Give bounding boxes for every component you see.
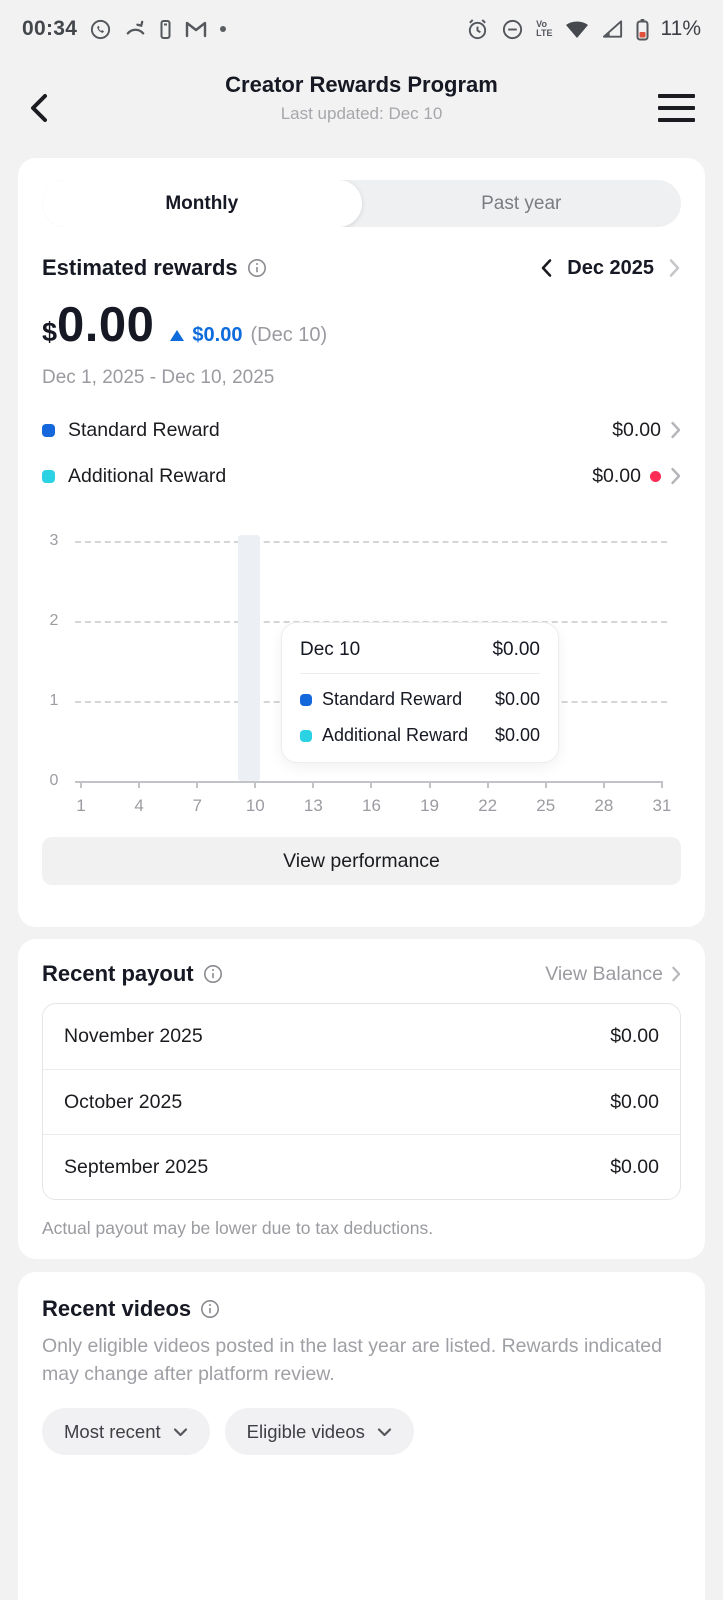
device-battery-icon <box>159 18 172 40</box>
recent-payout-card: Recent payout View Balance November 2025… <box>18 939 705 1259</box>
view-performance-button[interactable]: View performance <box>42 837 681 885</box>
info-icon[interactable] <box>247 258 267 278</box>
estimated-amount: 0.00 <box>57 298 155 352</box>
whatsapp-icon <box>89 18 112 41</box>
delta-amount: $0.00 <box>192 324 243 346</box>
notification-dot <box>220 26 227 32</box>
chevron-right-icon <box>671 467 681 485</box>
section-title-recent-payout: Recent payout <box>42 961 194 986</box>
sort-dropdown[interactable]: Most recent <box>42 1408 210 1455</box>
x-tick: 7 <box>192 796 202 815</box>
clock-time: 00:34 <box>22 17 78 40</box>
x-tick: 28 <box>594 796 614 815</box>
x-tick: 1 <box>76 796 86 815</box>
payout-row[interactable]: November 2025 $0.00 <box>43 1004 680 1069</box>
period-tabs: Monthly Past year <box>42 180 681 227</box>
page-header: Creator Rewards Program Last updated: De… <box>0 58 723 158</box>
status-bar: 00:34 <box>0 0 723 58</box>
reward-breakdown: Standard Reward $0.00 Additional Reward … <box>42 407 681 499</box>
month-selector: Dec 2025 <box>540 257 681 280</box>
wifi-icon <box>565 19 589 39</box>
standard-reward-swatch <box>42 423 55 437</box>
currency-symbol: $ <box>42 317 58 347</box>
alarm-icon <box>466 18 489 41</box>
prev-month-icon[interactable] <box>540 258 553 278</box>
next-month-icon[interactable] <box>668 258 681 278</box>
chevron-right-icon <box>671 421 681 439</box>
x-tick: 13 <box>303 796 323 815</box>
chevron-down-icon <box>377 1427 392 1436</box>
x-tick: 16 <box>362 796 381 815</box>
x-tick: 22 <box>478 796 498 815</box>
selected-day-highlight <box>238 535 260 781</box>
gmail-icon <box>184 19 208 39</box>
last-updated-label: Last updated: Dec 10 <box>280 104 443 123</box>
page-title: Creator Rewards Program <box>225 72 498 97</box>
missed-call-icon <box>124 18 147 41</box>
standard-reward-row[interactable]: Standard Reward $0.00 <box>42 407 681 453</box>
tooltip-total: $0.00 <box>492 639 540 660</box>
y-tick: 3 <box>49 532 59 549</box>
battery-percent: 11% <box>660 17 701 40</box>
payout-table: November 2025 $0.00 October 2025 $0.00 S… <box>42 1003 681 1200</box>
section-title-estimated-rewards: Estimated rewards <box>42 255 238 280</box>
battery-icon <box>636 18 649 41</box>
x-tick: 25 <box>536 796 556 815</box>
notification-badge <box>650 470 661 482</box>
info-icon[interactable] <box>200 1299 220 1319</box>
chart-tooltip: Dec 10 $0.00 Standard Reward $0.00 Addit… <box>281 622 559 763</box>
chevron-down-icon <box>173 1427 187 1436</box>
chevron-right-icon <box>672 966 681 982</box>
x-tick: 10 <box>245 796 265 815</box>
month-label: Dec 2025 <box>567 256 654 279</box>
estimated-rewards-card: Monthly Past year Estimated rewards Dec … <box>18 158 705 927</box>
additional-reward-row[interactable]: Additional Reward $0.00 <box>42 453 681 499</box>
eligibility-dropdown[interactable]: Eligible videos <box>224 1408 414 1455</box>
y-tick: 2 <box>49 612 59 629</box>
volte-icon: Vo LTE <box>536 19 553 38</box>
section-title-recent-videos: Recent videos <box>42 1296 192 1321</box>
signal-icon <box>601 19 624 39</box>
x-axis <box>75 781 661 783</box>
rewards-chart[interactable]: 3 2 1 0 1 4 7 10 13 16 19 22 25 28 31 De… <box>42 521 681 821</box>
additional-reward-swatch <box>300 729 312 742</box>
recent-videos-card: Recent videos Only eligible videos poste… <box>18 1272 705 1600</box>
delta-date: (Dec 10) <box>250 324 328 346</box>
x-tick: 31 <box>652 796 672 815</box>
y-tick: 1 <box>49 692 59 709</box>
videos-description: Only eligible videos posted in the last … <box>42 1335 663 1385</box>
do-not-disturb-icon <box>501 18 524 41</box>
date-range: Dec 1, 2025 - Dec 10, 2025 <box>42 367 275 388</box>
standard-reward-value: $0.00 <box>612 418 661 441</box>
payout-footnote: Actual payout may be lower due to tax de… <box>42 1218 434 1238</box>
additional-reward-value: $0.00 <box>592 464 641 487</box>
info-icon[interactable] <box>203 964 223 984</box>
view-balance-link[interactable]: View Balance <box>545 963 681 986</box>
x-axis-ticks: 1 4 7 10 13 16 19 22 25 28 31 <box>68 781 675 816</box>
y-tick: 0 <box>49 772 59 789</box>
delta-up-icon <box>170 330 185 341</box>
additional-reward-swatch <box>42 469 55 483</box>
payout-row[interactable]: October 2025 $0.00 <box>43 1069 680 1134</box>
menu-icon[interactable] <box>656 90 697 126</box>
standard-reward-swatch <box>300 693 312 706</box>
payout-row[interactable]: September 2025 $0.00 <box>43 1134 680 1199</box>
x-tick: 4 <box>134 796 144 815</box>
tab-past-year[interactable]: Past year <box>481 192 562 214</box>
tab-monthly[interactable]: Monthly <box>42 180 362 227</box>
back-button[interactable] <box>26 88 66 128</box>
x-tick: 19 <box>420 796 440 815</box>
tooltip-date: Dec 10 <box>300 639 361 660</box>
